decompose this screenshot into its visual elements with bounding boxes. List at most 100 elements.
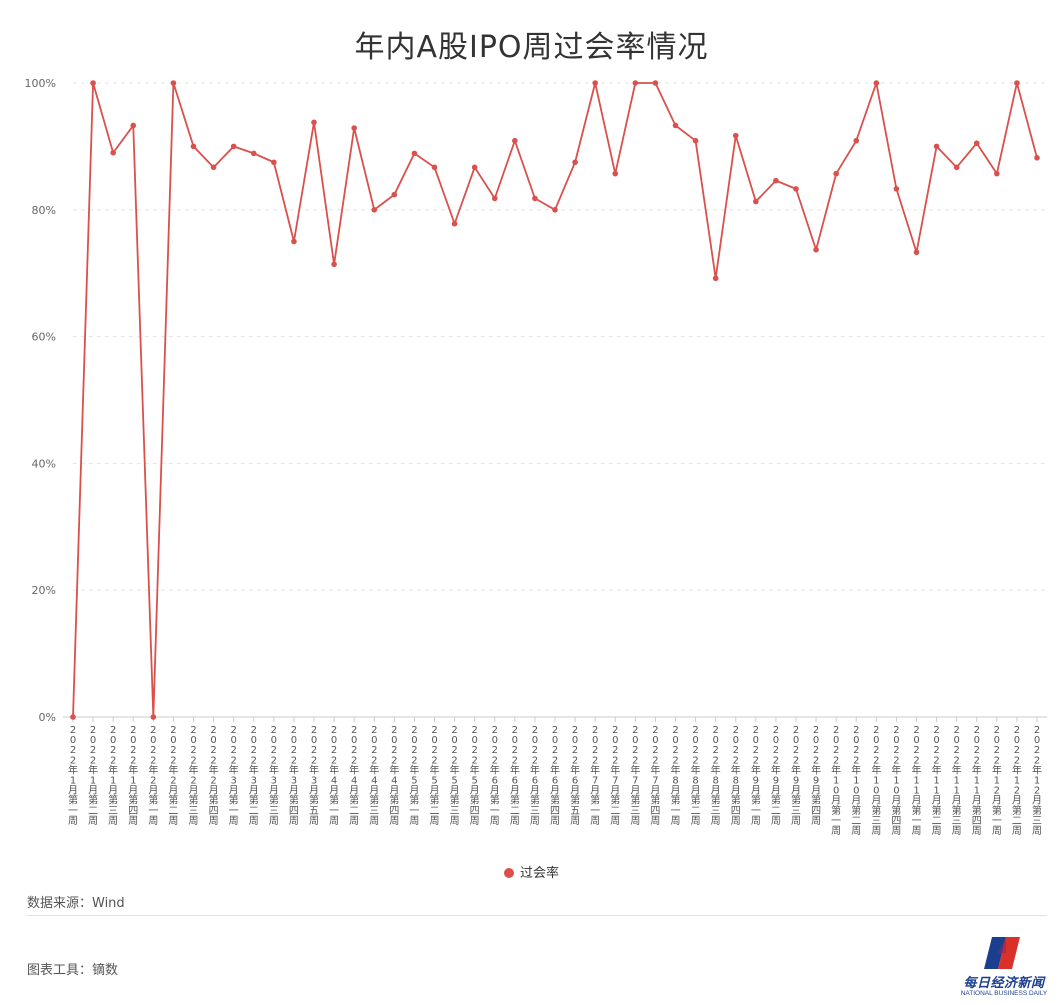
y-tick-label: 0% [39,711,56,724]
x-tick-label: 2 0 2 2 年 1 月第一周 [68,725,78,827]
data-source: 数据来源：Wind [27,896,125,911]
x-tick-label: 2 0 2 2 年 1 1 月第四周 [972,725,982,837]
data-point [833,170,839,177]
data-point [572,159,578,166]
chart-tool: 图表工具：镝数 [27,963,119,978]
data-point [913,249,920,256]
data-point [532,195,538,202]
data-point [994,170,1000,177]
x-tick-label: 2 0 2 2 年 5 月第一周 [409,725,419,827]
logo-cn-text: 每日经济新闻 [963,976,1045,991]
x-tick-label: 2 0 2 2 年 8 月第三周 [711,725,721,827]
data-point [953,164,960,171]
data-point [431,164,438,171]
x-tick-label: 2 0 2 2 年 3 月第三周 [269,725,279,827]
y-tick-label: 20% [32,584,56,597]
data-point [271,159,277,166]
data-point [1034,155,1040,161]
data-point [692,137,699,144]
chart-title: 年内A股IPO周过会率情况 [354,30,709,65]
x-tick-label: 2 0 2 2 年 1 1 月第一周 [912,725,922,837]
x-tick-label: 2 0 2 2 年 5 月第四周 [470,725,480,827]
data-point [873,80,880,86]
x-tick-label: 2 0 2 2 年 5 月第三周 [450,725,460,827]
data-point [411,150,418,157]
x-tick-label: 2 0 2 2 年 3 月第二周 [249,725,259,827]
x-tick-label: 2 0 2 2 年 5 月第二周 [430,725,440,827]
data-point [973,140,980,147]
data-point [451,220,458,227]
data-point [471,164,478,171]
data-point [391,191,398,198]
x-tick-label: 2 0 2 2 年 8 月第二周 [691,725,701,827]
x-tick-label: 2 0 2 2 年 7 月第一周 [590,725,600,827]
x-tick-label: 2 0 2 2 年 7 月第三周 [630,725,640,827]
data-point [672,122,679,129]
x-tick-label: 2 0 2 2 年 4 月第二周 [349,725,359,827]
data-point [110,149,116,156]
data-point [190,143,197,150]
nbd-logo: 每日经济新闻 NATIONAL BUSINESS DAILY [958,935,1050,1001]
x-tick-label: 2 0 2 2 年 4 月第三周 [369,725,379,827]
x-tick-label: 2 0 2 2 年 4 月第四周 [389,725,399,827]
data-point [210,164,217,171]
x-tick-label: 2 0 2 2 年 2 月第一周 [148,725,158,827]
data-point [592,80,598,86]
data-point [491,195,498,202]
data-point [933,143,940,150]
data-point [311,119,317,126]
x-tick-label: 2 0 2 2 年 3 月第五周 [309,725,319,827]
logo-en-text: NATIONAL BUSINESS DAILY [960,990,1048,997]
data-point [250,150,257,157]
x-tick-label: 2 0 2 2 年 4 月第一周 [329,725,339,827]
data-point [70,714,76,720]
x-tick-label: 2 0 2 2 年 9 月第一周 [751,725,761,827]
x-tick-label: 2 0 2 2 年 8 月第一周 [671,725,681,827]
x-tick-label: 2 0 2 2 年 1 月第三周 [108,725,118,827]
data-point [753,198,759,205]
data-point [793,186,799,192]
x-tick-label: 2 0 2 2 年 9 月第四周 [811,725,821,827]
x-tick-label: 2 0 2 2 年 6 月第五周 [570,725,580,827]
data-point [813,246,819,253]
x-tick-label: 2 0 2 2 年 2 月第四周 [209,725,219,827]
legend-marker [503,868,514,878]
x-tick-label: 2 0 2 2 年 6 月第二周 [510,725,520,827]
x-tick-label: 2 0 2 2 年 7 月第二周 [610,725,620,827]
data-point [1014,80,1020,86]
legend-label: 过会率 [519,866,559,881]
data-point [893,186,900,192]
data-point [652,80,659,86]
legend[interactable]: 过会率 [0,862,1063,881]
x-tick-label: 2 0 2 2 年 2 月第三周 [189,725,199,827]
data-point [853,137,860,144]
data-point [291,238,297,245]
x-tick-label: 2 0 2 2 年 1 月第二周 [88,725,98,827]
data-point [331,261,337,268]
x-tick-label: 2 0 2 2 年 1 1 月第二周 [932,725,942,837]
data-point [712,275,719,282]
data-point [632,80,639,86]
x-tick-label: 2 0 2 2 年 6 月第一周 [490,725,500,827]
x-tick-label: 2 0 2 2 年 1 0 月第三周 [871,725,881,837]
series-line [72,82,1038,718]
x-tick-label: 2 0 2 2 年 9 月第三周 [791,725,801,827]
data-point [732,132,739,139]
line-chart: 0% 20% 40% 60% 80% 100% 2 0 2 2 年 1 月第一周 2 0 2 2 年 1 月第二周 2 0… [25,77,1047,837]
data-point [773,177,779,184]
x-tick-label: 2 0 2 2 年 8 月第四周 [731,725,741,827]
x-tick-label: 2 0 2 2 年 1 2 月第二周 [1012,725,1022,837]
x-tick-label: 2 0 2 2 年 1 0 月第一周 [831,725,841,837]
data-point [612,170,619,177]
x-tick-label: 2 0 2 2 年 9 月第二周 [771,725,781,827]
y-tick-label: 100% [25,77,56,90]
logo-mark-icon [984,937,1020,969]
x-tick-label: 2 0 2 2 年 1 0 月第二周 [851,725,861,837]
x-tick-label: 2 0 2 2 年 1 1 月第三周 [952,725,962,837]
x-tick-label: 2 0 2 2 年 6 月第三周 [530,725,540,827]
data-point [351,125,357,131]
x-tick-label: 2 0 2 2 年 1 2 月第三周 [1032,725,1042,837]
x-tick-label: 2 0 2 2 年 2 月第二周 [168,725,178,827]
y-tick-label: 80% [32,204,56,217]
data-point [512,137,518,144]
